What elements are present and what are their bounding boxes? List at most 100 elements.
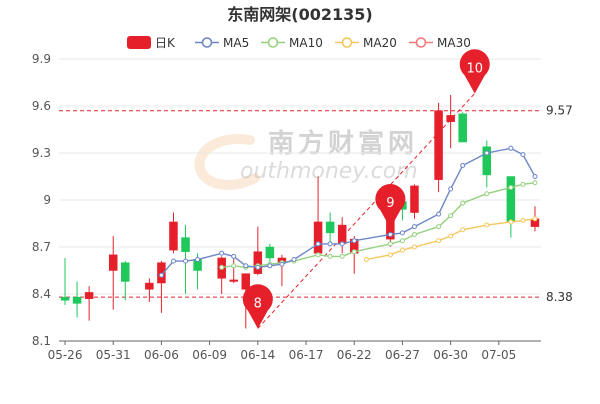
ma5-point [399, 230, 405, 236]
candle [337, 217, 347, 254]
ref-line-label: 8.38 [546, 290, 573, 304]
ma10-point [327, 253, 333, 259]
chart-legend: 日K MA5 MA10 MA20 MA30 [127, 36, 471, 50]
candle-body [446, 115, 455, 122]
candle [145, 278, 154, 302]
ma5-point [387, 231, 393, 237]
x-tick-label: 05-26 [48, 348, 83, 362]
ma20-point [436, 238, 442, 244]
legend-label: MA5 [223, 36, 249, 50]
candle [434, 102, 443, 193]
ma5-point [351, 238, 357, 244]
ma20-point [363, 257, 369, 263]
ma5-point [255, 264, 261, 270]
candle [217, 256, 226, 294]
y-tick-label: 9.3 [32, 146, 51, 160]
legend-label: 日K [155, 36, 176, 50]
y-tick-label: 9.9 [32, 52, 51, 66]
legend-item-ma30[interactable]: MA30 [409, 36, 471, 50]
ma10-point [460, 200, 466, 206]
ma5-point [279, 261, 285, 267]
ma5-point [243, 263, 249, 269]
candle [446, 95, 455, 149]
ma10-point [387, 241, 393, 247]
ma10-point [520, 181, 526, 187]
ma5-point [158, 272, 164, 278]
candle [60, 257, 70, 305]
ma10-point [231, 263, 237, 269]
legend-dot-icon [201, 37, 213, 48]
ma10-point [219, 264, 225, 270]
pin-shape [375, 184, 406, 229]
candle-body [108, 254, 118, 271]
ma5-point [448, 186, 454, 192]
ma5-point [520, 152, 526, 158]
chart-axes: 05-26 05-31 06-06 06-09 06-14 06-17 06-22 06-27… [48, 340, 541, 362]
x-tick-label: 07-05 [481, 348, 516, 362]
marker-pin-10: 10 [459, 49, 490, 94]
x-tick-label: 06-09 [192, 348, 227, 362]
legend-item-ma20[interactable]: MA20 [335, 36, 397, 50]
ma5-point [460, 163, 466, 169]
ma5-point [339, 241, 345, 247]
ma5-point [219, 250, 225, 256]
ma20-point [387, 252, 393, 258]
candle-body [229, 279, 238, 282]
y-tick-label: 8.1 [32, 334, 51, 348]
candle-body [410, 185, 419, 213]
candle-body [241, 273, 251, 290]
ma5-point [183, 258, 189, 264]
legend-label: MA20 [363, 36, 397, 50]
ma20-point [411, 244, 417, 250]
x-tick-label: 06-14 [240, 348, 275, 362]
candle [458, 112, 467, 143]
candle [84, 286, 94, 321]
watermark-text-cn: 南方财富网 [268, 128, 418, 159]
candle-body [337, 224, 347, 245]
candle-body [169, 221, 178, 251]
ma5-point [267, 263, 273, 269]
ref-line-label: 9.57 [546, 104, 573, 118]
ma5-point [411, 224, 417, 230]
y-tick-label: 9 [43, 193, 51, 207]
candle [277, 254, 287, 287]
legend-dot-icon [415, 37, 427, 48]
candle-body [434, 110, 443, 180]
ma5-point [195, 257, 201, 263]
x-tick-label: 06-22 [337, 348, 372, 362]
candle [482, 140, 492, 188]
legend-item-ma10[interactable]: MA10 [261, 36, 323, 50]
candle [108, 236, 118, 310]
grid-lines: 8.1 8.4 8.7 9 9.3 9.6 9.9 [32, 52, 541, 348]
legend-item-ma5[interactable]: MA5 [195, 36, 249, 50]
pin-shape [459, 49, 490, 94]
candle [169, 212, 178, 254]
price-markers: 8 9 10 [242, 49, 490, 329]
candle [121, 261, 130, 301]
legend-label: MA10 [289, 36, 323, 50]
candle-body [506, 176, 516, 223]
ma20-point [460, 227, 466, 233]
x-tick-label: 06-27 [385, 348, 420, 362]
ma10-point [339, 253, 345, 259]
ma20-point [508, 219, 514, 225]
candle-body [325, 221, 335, 234]
candle-body [84, 292, 94, 299]
ma5-point [231, 253, 237, 259]
marker-label: 9 [386, 196, 394, 211]
legend-item-日k[interactable]: 日K [127, 36, 176, 50]
x-tick-label: 06-17 [289, 348, 324, 362]
ma10-point [315, 252, 321, 258]
legend-label: MA30 [437, 36, 471, 50]
ma5-point [484, 150, 490, 156]
candle-body [265, 246, 275, 259]
marker-pin-9: 9 [375, 184, 406, 229]
ma10-point [484, 191, 490, 197]
ma5-point [315, 241, 321, 247]
x-tick-label: 06-30 [433, 348, 468, 362]
ma10-point [399, 238, 405, 244]
candle [229, 256, 238, 284]
chart-title: 东南网架(002135) [227, 5, 372, 24]
